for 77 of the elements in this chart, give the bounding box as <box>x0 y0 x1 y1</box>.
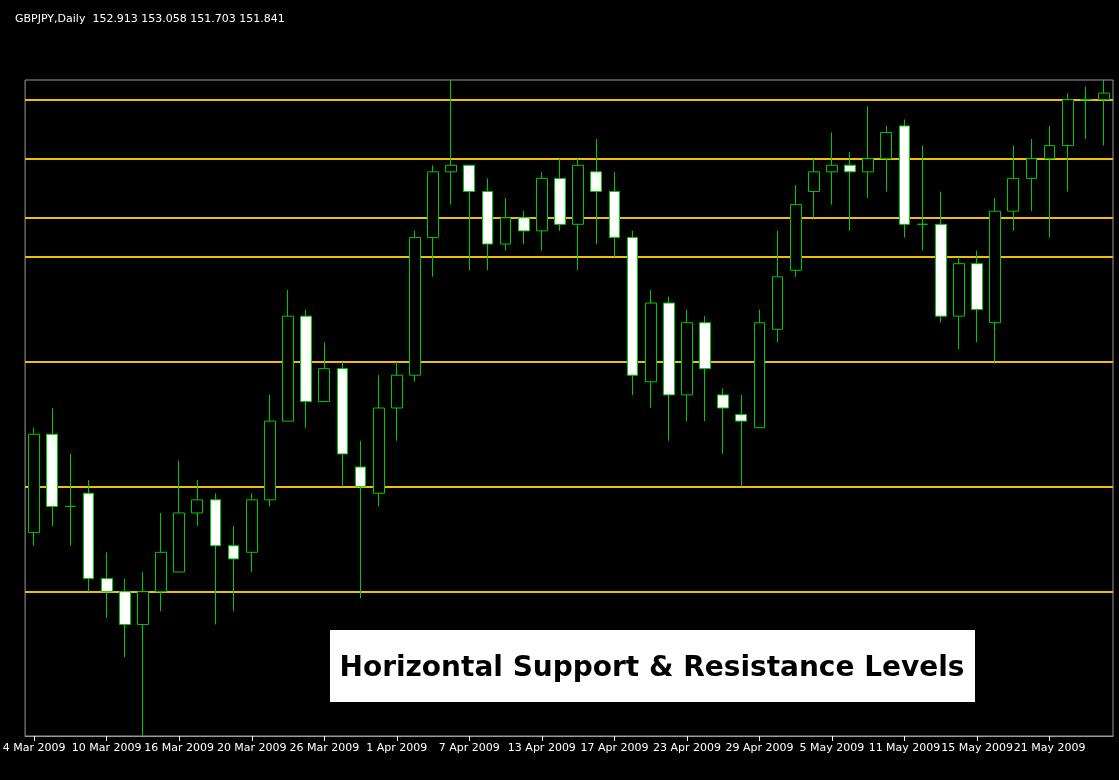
candlestick <box>590 138 602 245</box>
candlestick <box>355 440 366 599</box>
candlestick <box>318 341 330 402</box>
candlestick <box>935 191 947 324</box>
candlestick <box>282 289 294 422</box>
candlestick <box>1062 92 1074 193</box>
candlestick <box>735 394 747 488</box>
candlestick <box>391 361 403 442</box>
x-tick-label: 10 Mar 2009 <box>71 741 142 754</box>
candlestick <box>65 453 76 547</box>
candlestick <box>1080 86 1092 140</box>
candlestick <box>826 131 838 206</box>
x-tick-label: 21 May 2009 <box>1013 741 1086 754</box>
candlestick <box>28 427 40 547</box>
candlestick <box>645 289 657 409</box>
candlestick <box>899 118 910 238</box>
x-tick-label: 29 Apr 2009 <box>725 741 794 754</box>
candlestick <box>554 158 566 232</box>
x-tick-label: 26 Mar 2009 <box>289 741 360 754</box>
candlestick <box>101 551 113 619</box>
candlestick <box>971 250 983 343</box>
candlestick <box>409 230 421 383</box>
candlestick <box>264 394 276 507</box>
x-tick-label: 16 Mar 2009 <box>144 741 215 754</box>
candlestick <box>137 571 149 737</box>
candlestick <box>808 158 820 219</box>
candlestick <box>536 171 548 252</box>
candlestick <box>844 151 856 232</box>
candlestick <box>500 197 511 252</box>
candlestick <box>917 145 928 252</box>
candlestick <box>627 230 638 396</box>
candlestick <box>754 309 765 429</box>
candlestick <box>173 459 185 573</box>
candlestick <box>210 492 221 625</box>
x-tick-label: 13 Apr 2009 <box>507 741 576 754</box>
x-tick-label: 5 May 2009 <box>799 741 865 754</box>
chart-title: GBPJPY,Daily 152.913 153.058 151.703 151.841 <box>15 12 285 25</box>
candlestick <box>989 197 1001 363</box>
candlestick <box>445 79 457 206</box>
candlestick <box>772 230 783 343</box>
candlestick <box>862 105 874 199</box>
candlestick <box>790 184 802 278</box>
x-tick-label: 15 May 2009 <box>941 741 1013 754</box>
candlestick <box>609 171 620 258</box>
candlestick <box>427 164 439 278</box>
candlestick <box>300 309 312 429</box>
candlestick <box>191 479 203 527</box>
x-tick-label: 4 Mar 2009 <box>2 741 66 754</box>
x-tick-label: 7 Apr 2009 <box>438 741 500 754</box>
candlestick <box>482 177 493 271</box>
x-tick-label: 17 Apr 2009 <box>580 741 649 754</box>
x-tick-label: 1 Apr 2009 <box>366 741 428 754</box>
candlestick <box>1098 79 1110 147</box>
candlestick <box>228 525 239 612</box>
candlestick <box>681 309 693 422</box>
candlestick <box>337 361 348 488</box>
candlestick <box>880 125 892 193</box>
candlestick <box>463 164 475 271</box>
candlestick <box>1026 138 1037 212</box>
candlestick <box>953 256 965 350</box>
candlestick <box>1044 125 1055 238</box>
annotation: Horizontal Support & Resistance Levels <box>339 649 965 683</box>
candlestick <box>46 407 58 527</box>
candlestick <box>663 295 675 442</box>
candlestick <box>155 512 167 612</box>
candlestick <box>699 315 711 422</box>
candlestick <box>373 374 385 507</box>
candlestick <box>1007 145 1019 232</box>
x-tick-label: 23 Apr 2009 <box>652 741 721 754</box>
x-tick-label: 20 Mar 2009 <box>216 741 287 754</box>
candlestick <box>119 578 131 658</box>
candlestick <box>518 210 530 245</box>
candlestick <box>717 387 729 455</box>
candlestick <box>83 479 94 593</box>
candlestick <box>572 158 584 271</box>
x-tick-label: 11 May 2009 <box>868 741 941 754</box>
candlestick <box>246 492 258 573</box>
